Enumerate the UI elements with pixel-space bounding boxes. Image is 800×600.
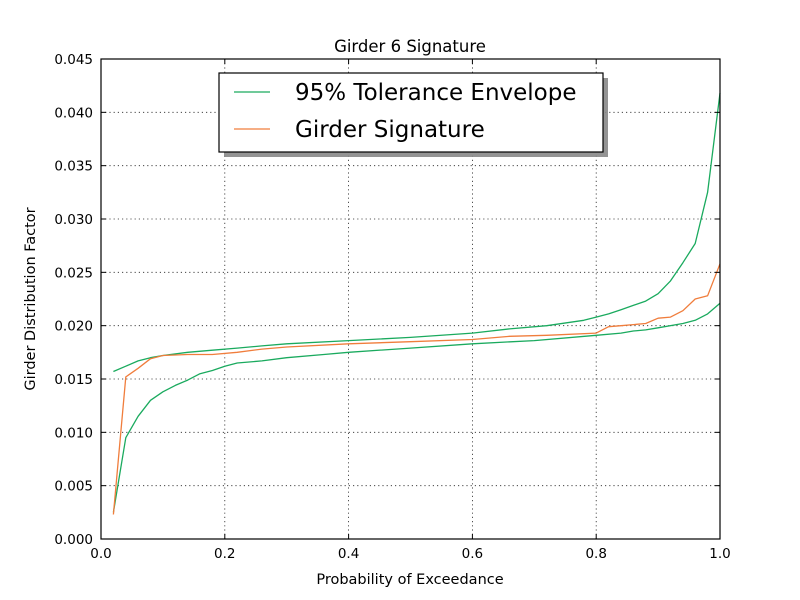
series-layer	[112, 93, 721, 515]
y-axis-title: Girder Distribution Factor	[23, 207, 39, 390]
series-line-signature	[112, 263, 721, 515]
y-tick-label: 0.045	[54, 52, 93, 68]
x-tick-label: 1.0	[709, 546, 730, 562]
x-tick-label: 0.6	[462, 546, 483, 562]
plot-frame	[100, 58, 721, 540]
y-tick-label: 0.025	[54, 265, 93, 281]
y-tick-label: 0.015	[54, 372, 93, 388]
x-tick-label: 0.2	[214, 546, 235, 562]
legend-label-signature: Girder Signature	[295, 117, 485, 143]
y-tick-label: 0.020	[54, 319, 93, 335]
x-tick-label: 0.0	[90, 546, 111, 562]
y-tick-label: 0.035	[54, 159, 93, 175]
x-axis-title: Probability of Exceedance	[316, 572, 503, 588]
tick-layer: 0.0 0.2 0.4 0.6 0.8 1.0 0.000 0.005 0.010 0.015 0.…	[54, 52, 730, 562]
series-line-upper	[113, 93, 721, 373]
series-line-lower	[112, 302, 721, 513]
y-tick-label: 0.030	[54, 212, 93, 228]
chart-title: Girder 6 Signature	[334, 37, 486, 56]
legend: 95% Tolerance Envelope Girder Signature	[218, 72, 608, 157]
y-tick-label: 0.040	[54, 105, 93, 121]
legend-box	[218, 72, 604, 153]
y-tick-label: 0.005	[54, 479, 93, 495]
legend-label-envelope: 95% Tolerance Envelope	[295, 80, 577, 106]
x-tick-label: 0.4	[338, 546, 359, 562]
y-tick-label: 0.010	[54, 425, 93, 441]
y-tick-label: 0.000	[54, 532, 93, 548]
x-tick-label: 0.8	[585, 546, 606, 562]
